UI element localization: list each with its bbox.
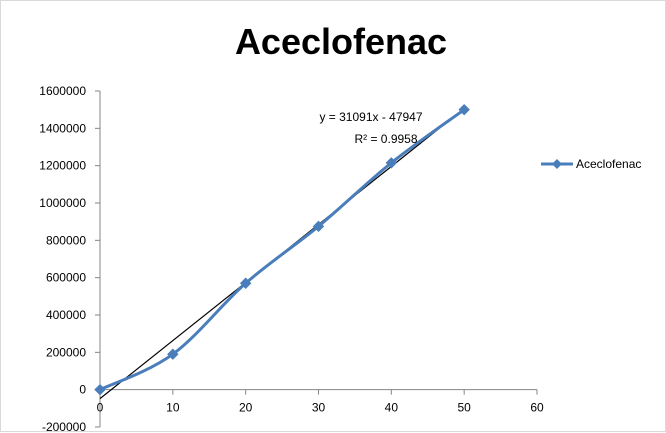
data-point xyxy=(94,383,106,396)
trendline-equation-text: y = 31091x - 47947 xyxy=(319,110,422,124)
series-line xyxy=(99,108,466,392)
data-point xyxy=(312,220,325,233)
data-point xyxy=(385,157,398,169)
legend-marker-swatch xyxy=(552,159,562,169)
x-tick-label: 10 xyxy=(166,401,180,415)
x-tick-label: 0 xyxy=(97,401,104,415)
legend-label: Aceclofenac xyxy=(576,157,641,171)
r-squared-text: R² = 0.9958 xyxy=(354,132,417,146)
x-tick-label: 40 xyxy=(385,401,399,415)
x-tick-label: 50 xyxy=(457,401,471,415)
chart-title: Aceclofenac xyxy=(235,21,447,62)
y-tick-label: 0 xyxy=(79,383,86,397)
y-tick-label: 800000 xyxy=(46,233,86,247)
x-tick-label: 20 xyxy=(239,401,253,415)
y-tick-label: 1200000 xyxy=(39,159,86,173)
y-tick-label: 600000 xyxy=(46,271,86,285)
y-tick-label: 1600000 xyxy=(39,84,86,98)
trendline-equation: y = 31091x - 47947 R² = 0.9958 xyxy=(319,110,422,146)
y-tick-label: 200000 xyxy=(46,345,86,359)
axes xyxy=(95,90,538,428)
x-tick-label: 30 xyxy=(312,401,326,415)
y-tick-label: 400000 xyxy=(46,308,86,322)
y-tick-labels: -200000 0 200000 400000 600000 800000 1000000 1… xyxy=(39,84,86,433)
y-tick-label: -200000 xyxy=(42,420,86,433)
y-tick-label: 1400000 xyxy=(39,121,86,135)
x-tick-labels: 0 10 20 30 40 50 60 xyxy=(97,401,544,415)
series-layer xyxy=(94,103,470,396)
data-point xyxy=(239,277,252,289)
data-point xyxy=(458,103,470,116)
x-tick-label: 60 xyxy=(530,401,544,415)
legend: Aceclofenac xyxy=(541,157,641,171)
data-point xyxy=(167,348,179,360)
y-tick-label: 1000000 xyxy=(39,196,86,210)
